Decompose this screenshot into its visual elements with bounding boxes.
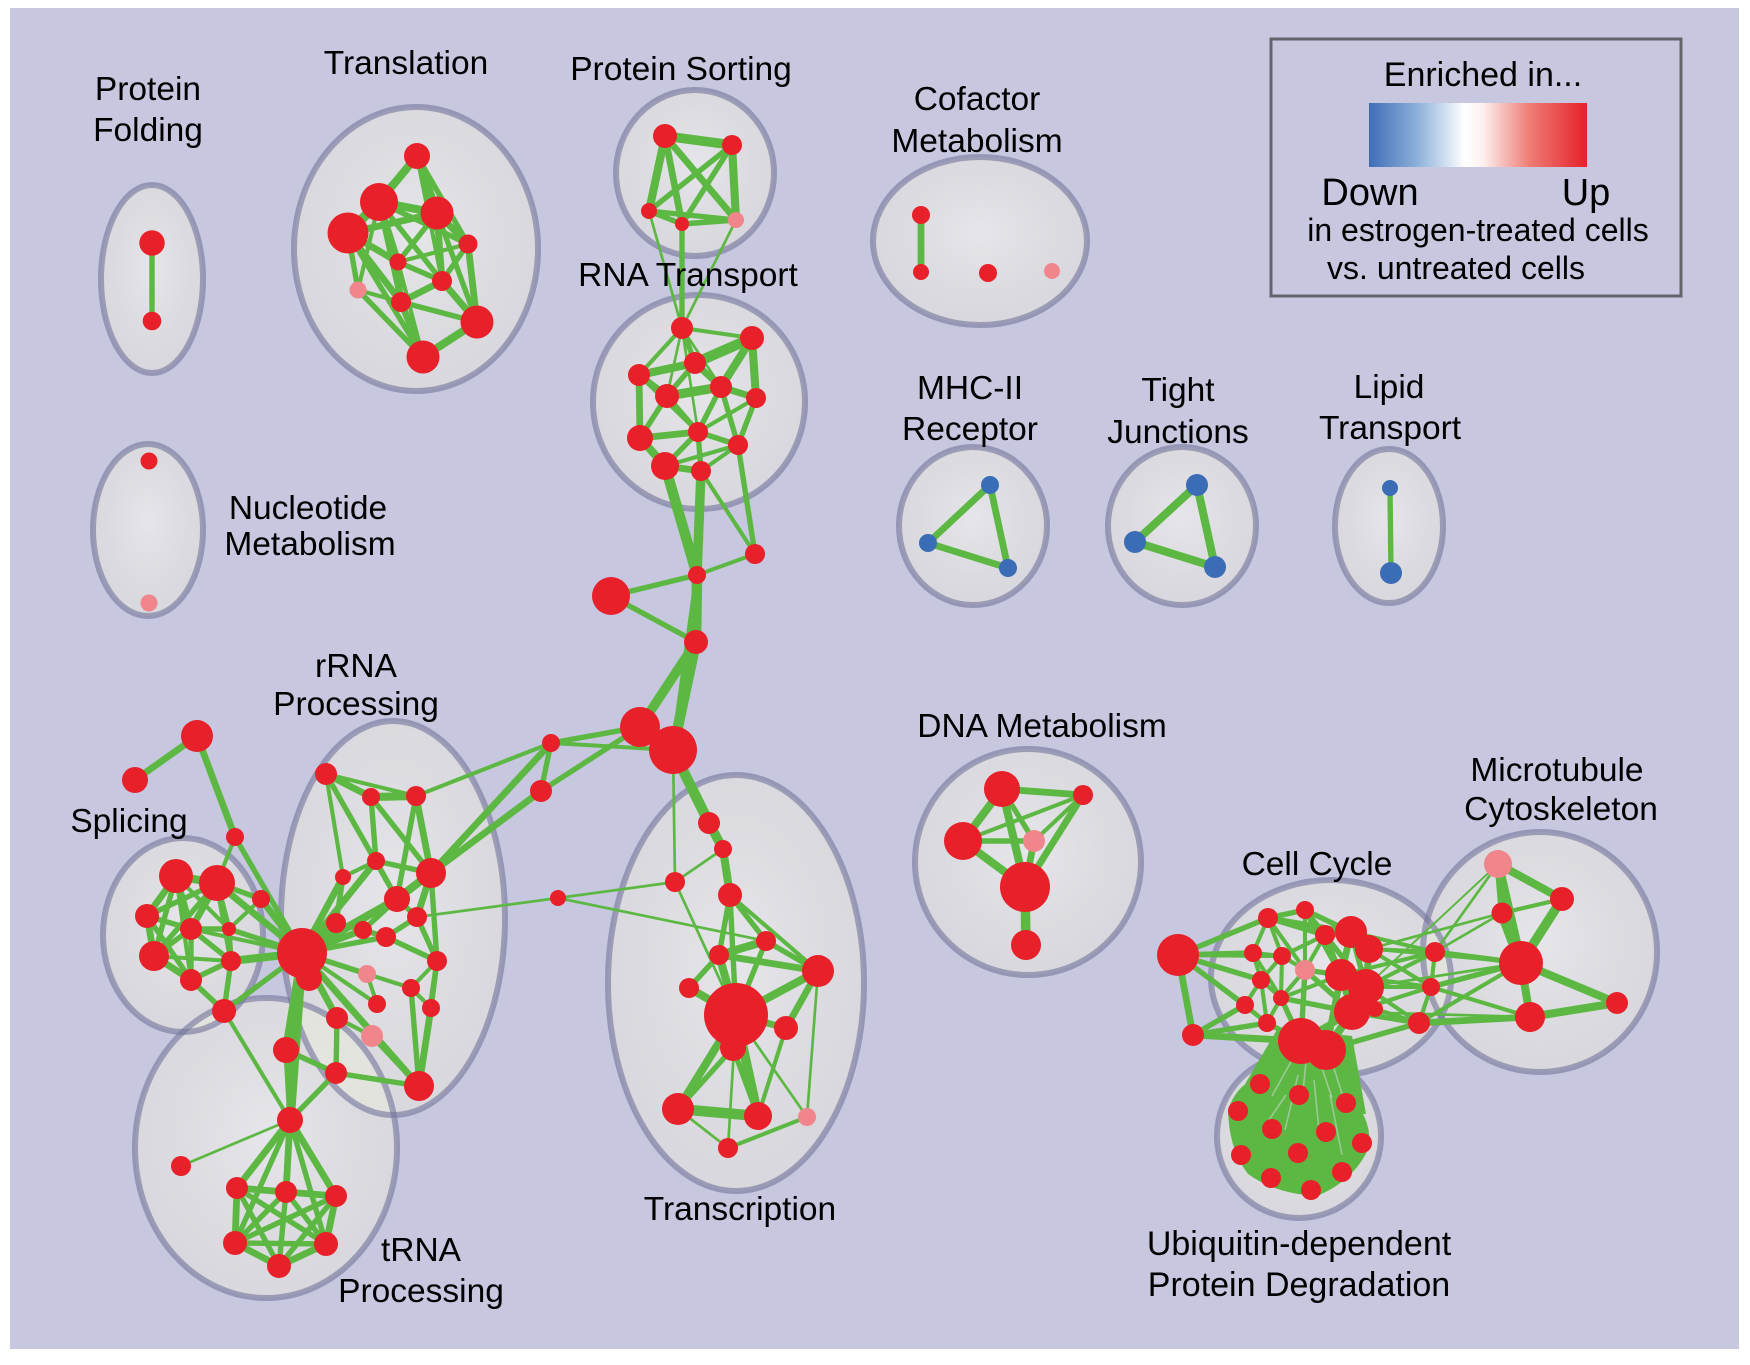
svg-text:Enriched in...: Enriched in... — [1384, 56, 1582, 94]
svg-text:Protein Sorting: Protein Sorting — [570, 51, 792, 88]
svg-text:Cofactor: Cofactor — [914, 81, 1041, 118]
svg-text:Transcription: Transcription — [644, 1191, 836, 1228]
svg-text:Down: Down — [1321, 172, 1418, 214]
svg-text:Cytoskeleton: Cytoskeleton — [1464, 791, 1658, 828]
svg-text:Protein: Protein — [95, 71, 201, 108]
svg-text:Lipid: Lipid — [1354, 369, 1425, 406]
svg-text:Junctions: Junctions — [1107, 414, 1249, 451]
svg-text:Processing: Processing — [273, 686, 439, 723]
svg-text:RNA Transport: RNA Transport — [578, 257, 798, 294]
svg-text:Receptor: Receptor — [902, 411, 1038, 448]
svg-text:in estrogen-treated cells: in estrogen-treated cells — [1307, 212, 1649, 248]
svg-text:Cell Cycle: Cell Cycle — [1242, 846, 1393, 883]
svg-text:rRNA: rRNA — [315, 648, 398, 685]
svg-text:Tight: Tight — [1141, 372, 1215, 409]
svg-text:Protein Degradation: Protein Degradation — [1148, 1266, 1450, 1304]
svg-text:DNA Metabolism: DNA Metabolism — [917, 708, 1166, 745]
svg-text:Translation: Translation — [324, 45, 488, 82]
svg-text:Up: Up — [1562, 172, 1611, 214]
svg-text:Splicing: Splicing — [70, 803, 187, 840]
svg-text:Metabolism: Metabolism — [224, 526, 395, 563]
svg-text:MHC-II: MHC-II — [917, 370, 1023, 407]
svg-text:Folding: Folding — [93, 112, 203, 149]
svg-text:Processing: Processing — [338, 1273, 504, 1310]
svg-text:vs. untreated cells: vs. untreated cells — [1327, 250, 1585, 286]
svg-text:Nucleotide: Nucleotide — [229, 490, 387, 527]
svg-text:Ubiquitin-dependent: Ubiquitin-dependent — [1147, 1225, 1452, 1263]
svg-text:Transport: Transport — [1319, 410, 1462, 447]
svg-text:Microtubule: Microtubule — [1470, 752, 1643, 789]
svg-text:tRNA: tRNA — [381, 1232, 462, 1269]
svg-text:Metabolism: Metabolism — [891, 123, 1062, 160]
